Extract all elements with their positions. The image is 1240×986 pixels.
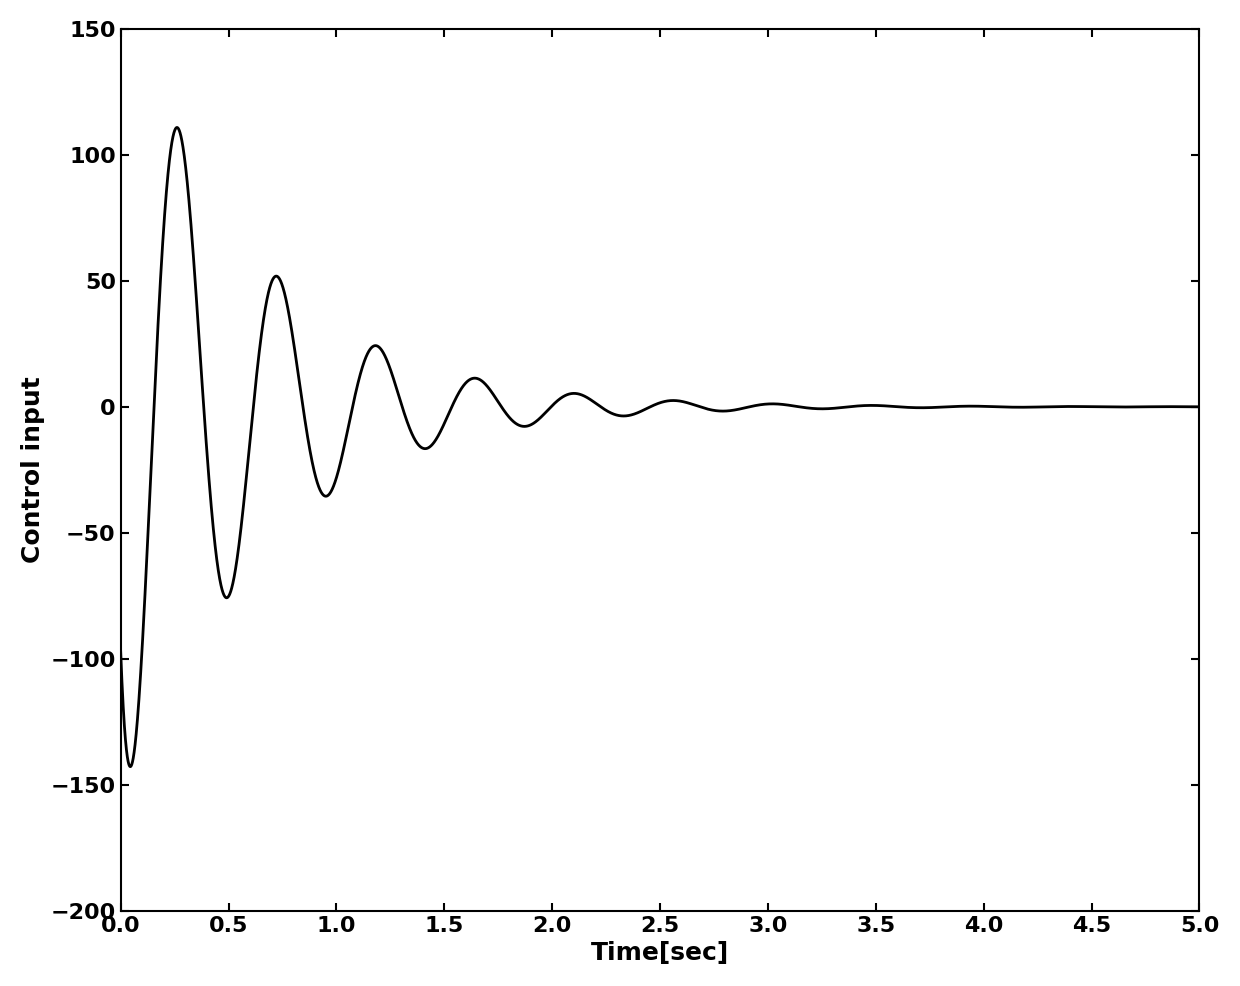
X-axis label: Time[sec]: Time[sec] — [591, 942, 729, 965]
Y-axis label: Control input: Control input — [21, 377, 45, 563]
